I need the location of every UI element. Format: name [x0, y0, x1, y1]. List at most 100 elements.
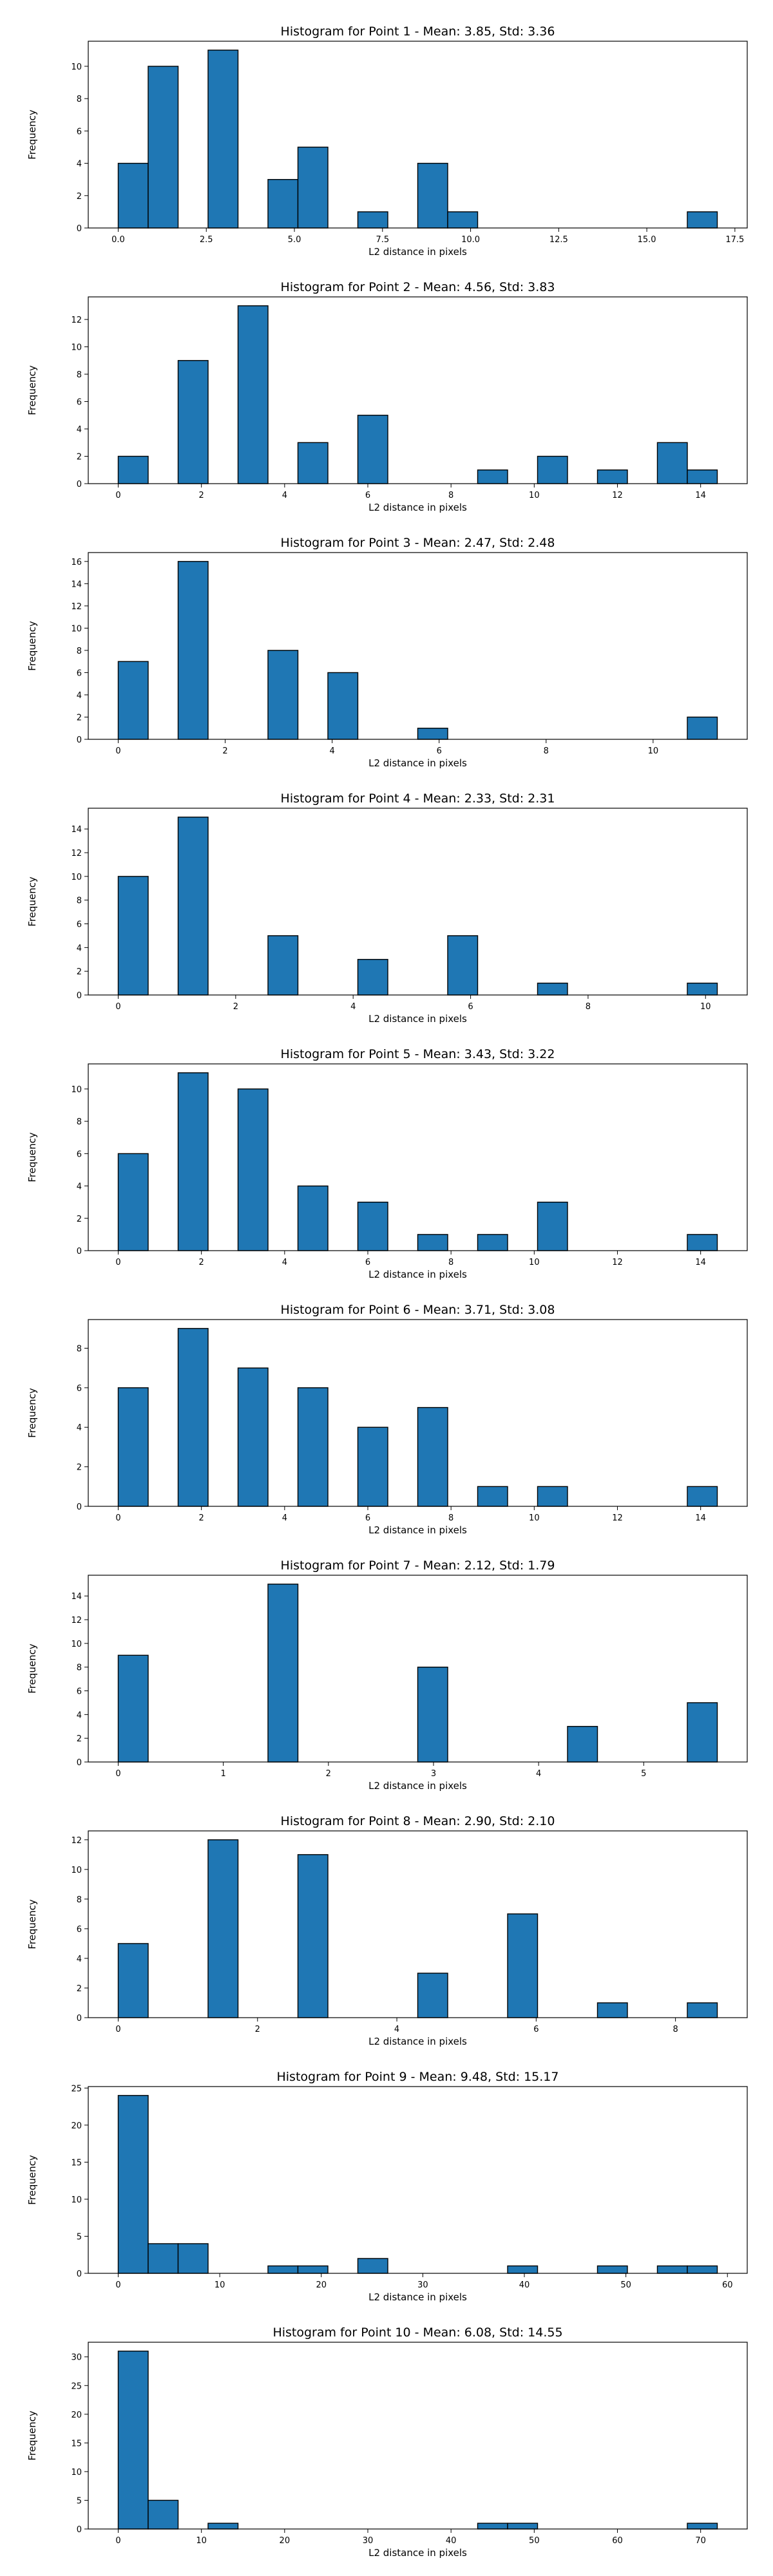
chart-title: Histogram for Point 4 - Mean: 2.33, Std:… [281, 791, 555, 806]
y-tick-label: 0 [77, 480, 82, 489]
x-tick-label: 30 [417, 2280, 428, 2290]
y-tick-label: 2 [77, 1734, 82, 1744]
y-tick-label: 25 [71, 2382, 82, 2391]
x-tick-label: 5 [641, 1769, 646, 1779]
histogram-bar [507, 1913, 539, 2018]
x-tick-label: 10 [215, 2280, 225, 2290]
y-tick-label: 15 [71, 2158, 82, 2168]
y-axis-label: Frequency [26, 365, 38, 415]
y-tick-label: 6 [77, 1687, 82, 1697]
y-tick-label: 2 [77, 1463, 82, 1473]
histogram-bar [596, 2265, 628, 2274]
histogram-bar [117, 2351, 149, 2530]
x-tick-label: 15.0 [638, 235, 656, 245]
axes-frame [88, 1063, 748, 1251]
axes-frame [88, 1575, 748, 1763]
y-tick-label: 14 [71, 1592, 82, 1602]
y-tick-label: 4 [77, 160, 82, 169]
y-tick-label: 12 [71, 1616, 82, 1625]
x-tick-label: 0 [115, 2280, 120, 2290]
x-tick-label: 4 [394, 2025, 399, 2034]
histogram-bar [477, 1234, 508, 1251]
y-tick-label: 10 [71, 2468, 82, 2477]
y-tick-label: 8 [77, 1895, 82, 1905]
y-axis-label: Frequency [26, 2155, 38, 2205]
chart-title: Histogram for Point 5 - Mean: 3.43, Std:… [281, 1047, 555, 1061]
x-tick-label: 8 [448, 491, 453, 500]
histogram-bar [267, 650, 299, 740]
y-tick-label: 10 [71, 2195, 82, 2205]
axes-frame [88, 296, 748, 484]
histogram-bar [656, 442, 688, 484]
x-axis-label: L2 distance in pixels [368, 502, 467, 513]
x-tick-label: 12 [612, 1258, 623, 1267]
y-tick-label: 2 [77, 1984, 82, 1994]
histogram-bar [177, 817, 209, 996]
x-tick-label: 14 [695, 1513, 706, 1523]
y-tick-label: 6 [77, 1384, 82, 1394]
y-tick-label: 0 [77, 1247, 82, 1256]
x-tick-label: 5.0 [288, 235, 301, 245]
x-axis-label: L2 distance in pixels [368, 2291, 467, 2303]
y-tick-label: 4 [77, 691, 82, 701]
histogram-bar [207, 2523, 239, 2530]
x-tick-label: 0 [115, 746, 120, 756]
x-tick-label: 50 [529, 2536, 540, 2546]
x-axis-label: L2 distance in pixels [368, 757, 467, 769]
y-tick-label: 6 [77, 920, 82, 930]
x-tick-label: 40 [519, 2280, 530, 2290]
x-tick-label: 0 [115, 1769, 120, 1779]
histogram-bar [537, 1486, 568, 1507]
histogram-panel-6: 0 2 4 6 8 10 12 14 0 2 4 6 8 Histogram for Point 6 - … [26, 1303, 748, 1536]
y-tick-label: 14 [71, 825, 82, 835]
x-tick-label: 12 [612, 1513, 623, 1523]
x-tick-label: 60 [612, 2536, 623, 2546]
y-axis-label: Frequency [26, 1132, 38, 1182]
histogram-bar [267, 178, 299, 229]
y-tick-label: 0 [77, 1758, 82, 1768]
x-tick-label: 8 [544, 746, 549, 756]
histogram-bar [357, 1201, 388, 1251]
y-tick-label: 30 [71, 2353, 82, 2363]
y-tick-label: 0 [77, 2525, 82, 2535]
histogram-bar [537, 982, 568, 996]
y-tick-label: 10 [71, 873, 82, 882]
histogram-bar [148, 2243, 179, 2274]
y-tick-label: 8 [77, 647, 82, 656]
x-axis-label: L2 distance in pixels [368, 2036, 467, 2047]
histogram-bar [687, 1234, 718, 1251]
histogram-bar [656, 2265, 688, 2274]
y-tick-label: 10 [71, 343, 82, 353]
histogram-bar [117, 876, 149, 996]
x-tick-label: 0 [115, 2025, 120, 2034]
y-tick-label: 6 [77, 668, 82, 678]
x-tick-label: 6 [365, 1258, 370, 1267]
y-axis-label: Frequency [26, 621, 38, 671]
y-tick-label: 0 [77, 2014, 82, 2023]
histogram-bar [117, 661, 149, 740]
y-tick-label: 10 [71, 624, 82, 634]
x-tick-label: 0 [115, 1002, 120, 1012]
y-tick-label: 25 [71, 2084, 82, 2094]
y-tick-label: 12 [71, 602, 82, 612]
x-tick-label: 14 [695, 491, 706, 500]
histogram-panel-9: 0 10 20 30 40 50 60 0 5 10 15 20 25 Histogram for Poi… [26, 2070, 748, 2303]
histogram-bar [148, 2499, 179, 2530]
histogram-bar [297, 1854, 329, 2018]
x-axis-label: L2 distance in pixels [368, 1780, 467, 1792]
histogram-bar [357, 2258, 388, 2274]
x-tick-label: 8 [586, 1002, 591, 1012]
y-tick-label: 4 [77, 1423, 82, 1433]
y-tick-label: 20 [71, 2121, 82, 2131]
axes-frame [88, 2342, 748, 2530]
y-tick-label: 6 [77, 398, 82, 408]
y-tick-label: 10 [71, 1085, 82, 1095]
x-tick-label: 20 [280, 2536, 291, 2546]
histogram-bar [687, 2265, 718, 2274]
histogram-bar [477, 1486, 508, 1507]
y-axis-label: Frequency [26, 109, 38, 160]
y-tick-label: 10 [71, 1866, 82, 1875]
y-tick-label: 12 [71, 849, 82, 858]
